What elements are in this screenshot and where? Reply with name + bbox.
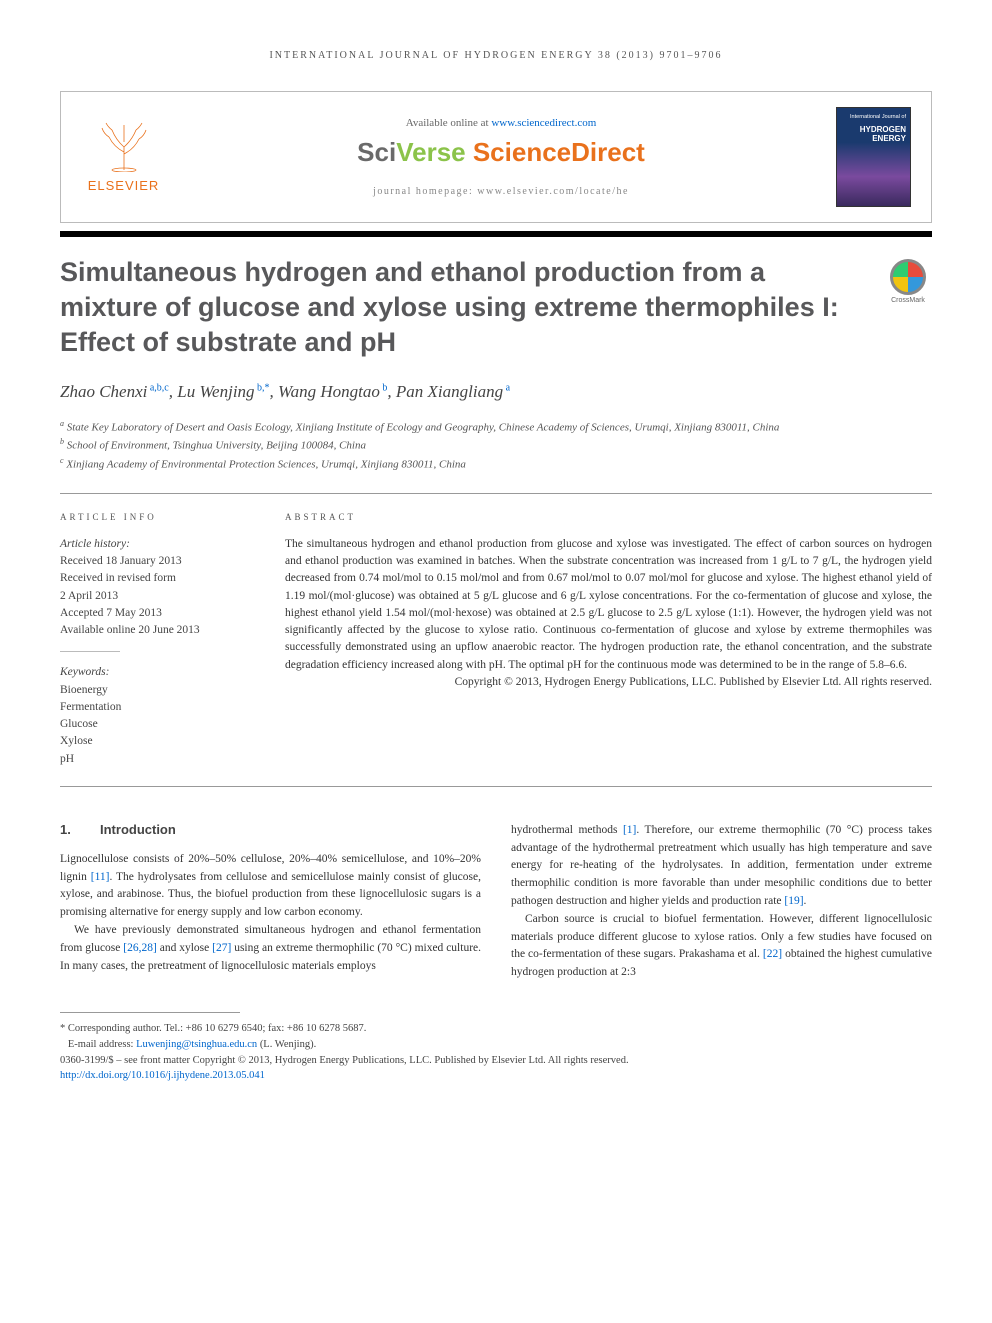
elsevier-logo: ELSEVIER [81,122,166,193]
brand-sci: Sci [357,137,396,167]
keywords-heading: Keywords: [60,664,255,681]
journal-homepage: journal homepage: www.elsevier.com/locat… [166,186,836,197]
body-col-right: hydrothermal methods [1]. Therefore, our… [511,822,932,982]
section-number: 1. [60,822,100,837]
email-label: E-mail address: [68,1039,136,1050]
section-title: Introduction [100,822,176,837]
col2-text: hydrothermal methods [1]. Therefore, our… [511,822,932,982]
author-list: Zhao Chenxi a,b,c, Lu Wenjing b,*, Wang … [60,382,932,402]
info-divider [60,651,120,652]
homepage-url[interactable]: www.elsevier.com/locate/he [477,186,629,197]
article-info-label: ARTICLE INFO [60,512,255,522]
crossmark-badge[interactable]: CrossMark [884,259,932,304]
article-title: Simultaneous hydrogen and ethanol produc… [60,255,864,360]
col1-text: Lignocellulose consists of 20%–50% cellu… [60,851,481,976]
body-columns: 1.Introduction Lignocellulose consists o… [60,822,932,982]
cover-small-text: International Journal of [841,114,906,120]
abstract-text: The simultaneous hydrogen and ethanol pr… [285,536,932,674]
body-col-left: 1.Introduction Lignocellulose consists o… [60,822,481,982]
issn-line: 0360-3199/$ – see front matter Copyright… [60,1053,932,1069]
keyword-lines: BioenergyFermentationGlucoseXylosepH [60,682,255,768]
sciverse-brand: SciVerse ScienceDirect [166,137,836,168]
brand-verse: Verse [396,137,473,167]
history-heading: Article history: [60,536,255,553]
sciencedirect-link[interactable]: www.sciencedirect.com [491,117,596,129]
available-text: Available online at [406,117,492,129]
abstract-column: ABSTRACT The simultaneous hydrogen and e… [285,512,932,768]
available-online: Available online at www.sciencedirect.co… [166,117,836,129]
affiliations: a State Key Laboratory of Desert and Oas… [60,418,932,472]
divider-bar [60,231,932,237]
footer: * Corresponding author. Tel.: +86 10 627… [60,1021,932,1084]
crossmark-icon [890,259,926,295]
elsevier-name: ELSEVIER [81,178,166,193]
journal-header: ELSEVIER Available online at www.science… [60,91,932,223]
article-info-sidebar: ARTICLE INFO Article history: Received 1… [60,512,255,768]
section-heading: 1.Introduction [60,822,481,837]
crossmark-label: CrossMark [884,297,932,304]
running-head: INTERNATIONAL JOURNAL OF HYDROGEN ENERGY… [60,50,932,61]
journal-cover-thumbnail: International Journal of HYDROGEN ENERGY [836,107,911,207]
footer-rule [60,1012,240,1013]
doi-link[interactable]: http://dx.doi.org/10.1016/j.ijhydene.201… [60,1070,265,1081]
homepage-label: journal homepage: [373,186,477,197]
email-line: E-mail address: Luwenjing@tsinghua.edu.c… [60,1037,932,1053]
cover-main-text: HYDROGEN ENERGY [841,126,906,144]
history-lines: Received 18 January 2013Received in revi… [60,553,255,639]
email-suffix: (L. Wenjing). [257,1039,316,1050]
abstract-copyright: Copyright © 2013, Hydrogen Energy Public… [285,676,932,688]
corresponding-author: * Corresponding author. Tel.: +86 10 627… [60,1021,932,1037]
elsevier-tree-icon [81,122,166,178]
brand-direct: ScienceDirect [473,137,645,167]
rule-bottom [60,786,932,787]
abstract-label: ABSTRACT [285,512,932,522]
email-link[interactable]: Luwenjing@tsinghua.edu.cn [136,1039,257,1050]
